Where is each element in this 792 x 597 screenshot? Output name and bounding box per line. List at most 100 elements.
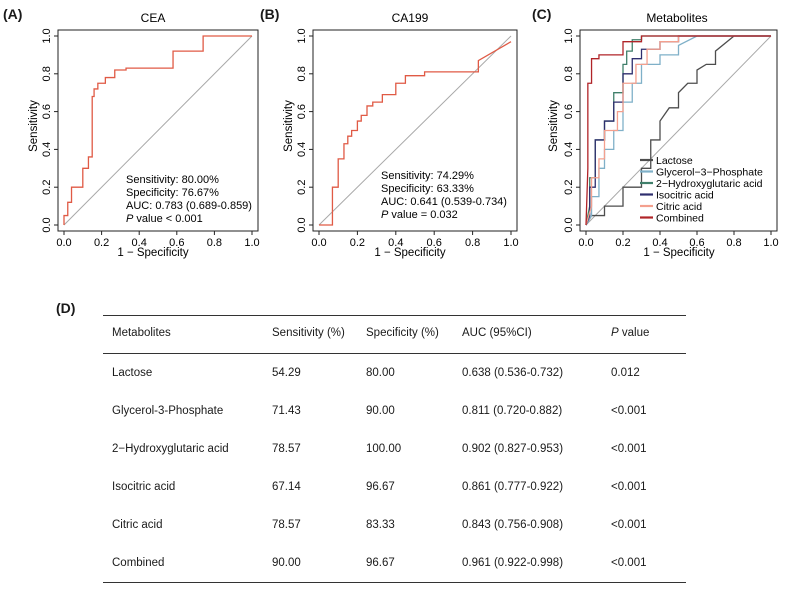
cell-specificity: 100.00 (366, 443, 402, 455)
y-tick-label: 1.0 (296, 28, 308, 43)
stats-annotation: Sensitivity: 74.29% Specificity: 63.33% … (381, 170, 507, 221)
cell-sensitivity: 78.57 (272, 443, 301, 455)
roc-chart-cea: CEA 1 − Specificity Sensitivity Sensitiv… (28, 11, 260, 259)
cell-specificity: 83.33 (366, 519, 395, 531)
legend-label: Lactose (656, 155, 693, 167)
header-p-value: P value (611, 327, 650, 339)
cell-metabolite: Isocitric acid (112, 481, 176, 493)
legend-label: Glycerol−3−Phosphate (656, 167, 763, 179)
y-tick-label: 0.2 (296, 180, 308, 195)
y-tick-label: 0.6 (563, 104, 575, 119)
cell-p-value: <0.001 (611, 481, 647, 493)
cell-metabolite: Citric acid (112, 519, 163, 531)
x-tick-label: 0.2 (350, 237, 365, 249)
y-tick-label: 1.0 (563, 28, 575, 43)
roc-curve (63, 35, 252, 225)
table-body: Lactose 54.29 80.00 0.638 (0.536-0.732) 0.01… (103, 354, 686, 582)
x-axis-label: 1 − Specificity (374, 247, 446, 259)
cell-p-value: <0.001 (611, 443, 647, 455)
x-tick-label: 0.8 (465, 237, 480, 249)
reference-diagonal (585, 35, 772, 226)
stat-p-value: P value = 0.032 (381, 209, 458, 221)
x-tick-label: 0.0 (578, 237, 593, 249)
cell-specificity: 96.67 (366, 557, 395, 569)
y-tick-label: 0.6 (41, 104, 53, 119)
cell-sensitivity: 54.29 (272, 367, 301, 379)
header-sensitivity: Sensitivity (%) (272, 327, 345, 339)
roc-curve-citric-acid (585, 35, 771, 226)
cell-sensitivity: 90.00 (272, 557, 301, 569)
y-tick-label: 0.8 (563, 66, 575, 81)
cell-auc: 0.902 (0.827-0.953) (462, 443, 564, 455)
cell-metabolite: 2−Hydroxyglutaric acid (112, 443, 229, 455)
legend-label: Citric acid (656, 201, 702, 213)
y-tick-label: 0.8 (41, 66, 53, 81)
cell-metabolite: Combined (112, 557, 165, 569)
stat-p-value: P value < 0.001 (126, 213, 203, 225)
x-tick-label: 0.2 (615, 237, 630, 249)
cell-p-value: <0.001 (611, 405, 647, 417)
cell-specificity: 90.00 (366, 405, 395, 417)
y-tick-label: 0.0 (41, 217, 53, 232)
cell-p-value: <0.001 (611, 557, 647, 569)
cell-sensitivity: 71.43 (272, 405, 301, 417)
cell-sensitivity: 78.57 (272, 519, 301, 531)
table-bottom-rule (103, 582, 686, 583)
stat-sensitivity: Sensitivity: 74.29% (381, 170, 474, 182)
cell-auc: 0.638 (0.536-0.732) (462, 367, 564, 379)
cell-metabolite: Lactose (112, 367, 153, 379)
cell-auc: 0.961 (0.922-0.998) (462, 557, 564, 569)
y-tick-label: 0.8 (296, 66, 308, 81)
x-tick-label: 0.4 (388, 237, 403, 249)
table-header-row: Metabolites Sensitivity (%) Specificity … (103, 316, 686, 354)
plot-frame (312, 29, 518, 232)
y-tick-label: 1.0 (41, 28, 53, 43)
stat-auc: AUC: 0.783 (0.689-0.859) (126, 200, 252, 212)
y-tick-label: 0.0 (296, 217, 308, 232)
y-axis-label: Sensitivity (283, 100, 295, 152)
x-tick-label: 1.0 (763, 237, 778, 249)
table-top-rule (103, 315, 686, 316)
y-tick-label: 0.4 (41, 142, 53, 157)
metabolites-table: Metabolites Sensitivity (%) Specificity … (103, 315, 686, 583)
legend-label: 2−Hydroxyglutaric acid (656, 178, 763, 190)
x-tick-label: 0.0 (56, 237, 71, 249)
chart-title: CEA (141, 11, 166, 25)
y-tick-label: 0.0 (563, 217, 575, 232)
x-axis-label: 1 − Specificity (643, 247, 715, 259)
cell-metabolite: Glycerol-3-Phosphate (112, 405, 224, 417)
x-tick-label: 0.4 (652, 237, 667, 249)
x-axis-label: 1 − Specificity (117, 247, 189, 259)
cell-auc: 0.861 (0.777-0.922) (462, 481, 564, 493)
panel-c-tag: (C) (532, 6, 552, 22)
roc-chart-metabolites: Metabolites 1 − Specificity Sensitivity … (548, 11, 779, 259)
y-tick-label: 0.2 (41, 180, 53, 195)
x-tick-label: 0.2 (94, 237, 109, 249)
panel-a-tag: (A) (3, 6, 23, 22)
x-tick-label: 0.6 (169, 237, 184, 249)
roc-curve-lactose (585, 35, 771, 226)
plot-frame (57, 29, 259, 232)
chart-title: Metabolites (646, 11, 707, 25)
stat-sensitivity: Sensitivity: 80.00% (126, 174, 219, 186)
plot-frame (579, 29, 778, 232)
roc-curve-combined (585, 35, 771, 226)
x-tick-label: 0.6 (689, 237, 704, 249)
legend-label: Isocitric acid (656, 190, 714, 202)
stat-specificity: Specificity: 76.67% (126, 187, 219, 199)
x-tick-label: 1.0 (503, 237, 518, 249)
y-tick-label: 0.2 (563, 180, 575, 195)
header-auc: AUC (95%CI) (462, 327, 532, 339)
stats-annotation: Sensitivity: 80.00% Specificity: 76.67% … (126, 174, 252, 225)
x-tick-label: 0.4 (132, 237, 147, 249)
y-axis-label: Sensitivity (28, 100, 40, 152)
y-axis-label: Sensitivity (548, 100, 560, 152)
reference-diagonal (63, 35, 253, 226)
y-tick-label: 0.4 (563, 142, 575, 157)
table-row: Citric acid 78.57 83.33 0.843 (0.756-0.908)… (103, 506, 686, 544)
roc-chart-ca199: CA199 1 − Specificity Sensitivity Sensit… (283, 11, 519, 259)
table-row: Glycerol-3-Phosphate 71.43 90.00 0.811 (0.7… (103, 392, 686, 430)
panel-b-tag: (B) (260, 6, 280, 22)
header-specificity: Specificity (%) (366, 327, 439, 339)
x-tick-label: 1.0 (244, 237, 259, 249)
